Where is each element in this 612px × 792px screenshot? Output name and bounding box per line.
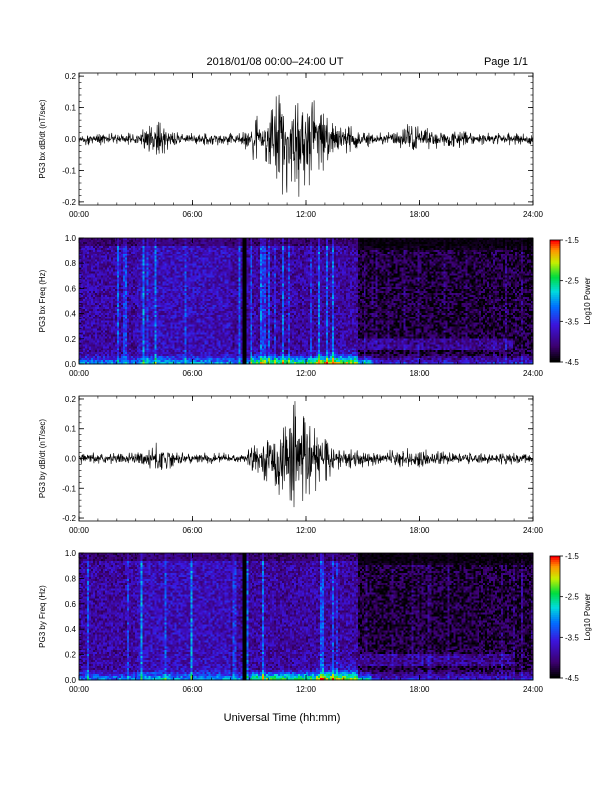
figure-title: 2018/01/08 00:00–24:00 UT <box>206 56 343 68</box>
signal-trace <box>79 95 533 197</box>
page-indicator: Page 1/1 <box>484 56 528 68</box>
spectrogram-cells <box>79 238 533 364</box>
y-tick-label: 0.0 <box>65 135 77 144</box>
y-tick-label: 0.2 <box>65 72 77 81</box>
panel-1: -0.2 -0.1 0.0 0.1 0.2 00:00 06:00 12:00 18:00 24:… <box>38 72 544 219</box>
x-axis-title: Universal Time (hh:mm) <box>224 712 341 724</box>
x-tick-label: 24:00 <box>523 210 544 219</box>
y-tick-label: -0.2 <box>62 198 76 207</box>
panels: -0.2 -0.1 0.0 0.1 0.2 00:00 06:00 12:00 18:00 24:… <box>38 72 592 694</box>
x-tick-label: 06:00 <box>182 210 203 219</box>
figure: 2018/01/08 00:00–24:00 UT Page 1/1 Unive… <box>0 0 612 792</box>
y-axis-label: PG3 bx dB/dt (nT/sec) <box>38 99 47 178</box>
x-tick-label: 00:00 <box>69 210 90 219</box>
x-tick-label: 12:00 <box>296 210 317 219</box>
y-tick-label: 0.1 <box>65 104 77 113</box>
y-tick-label: -0.1 <box>62 166 76 175</box>
x-tick-label: 18:00 <box>409 210 430 219</box>
